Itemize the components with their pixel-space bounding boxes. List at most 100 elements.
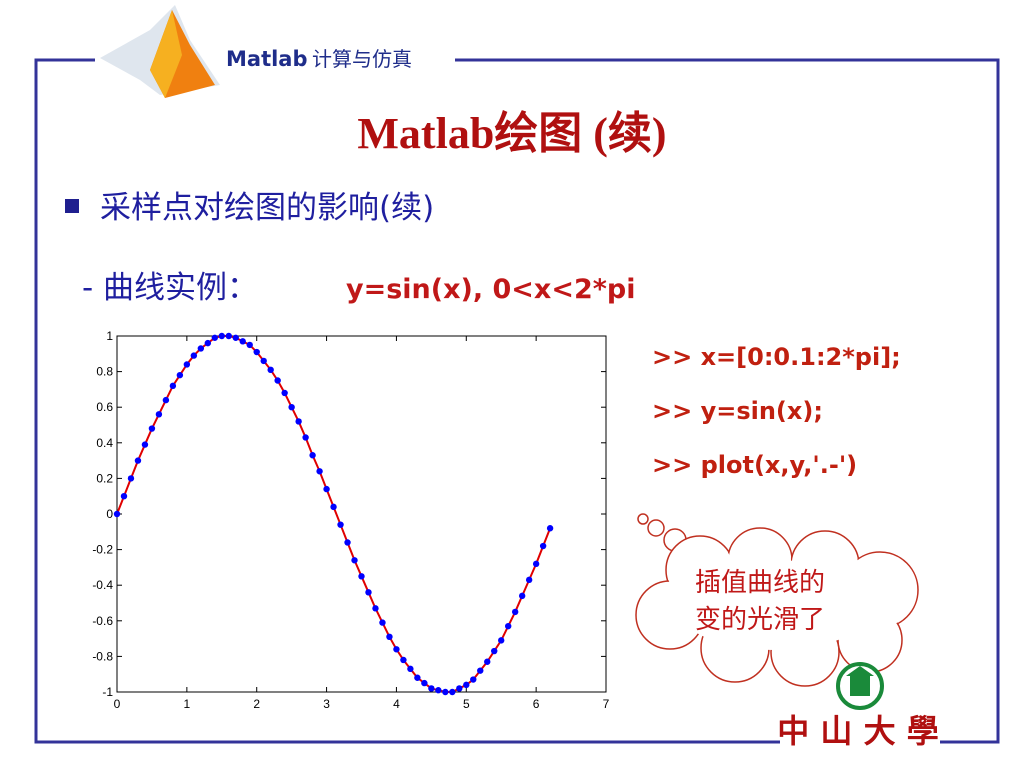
data-point — [435, 687, 442, 694]
x-tick-label: 7 — [603, 697, 610, 711]
data-point — [344, 539, 351, 546]
data-point — [546, 525, 554, 532]
header-subject: 计算与仿真 — [312, 47, 412, 71]
data-point — [386, 633, 393, 641]
data-point — [169, 382, 177, 390]
data-point — [379, 619, 386, 626]
data-point — [484, 658, 491, 665]
data-point — [190, 352, 198, 359]
data-point — [134, 457, 142, 464]
bullet-text: 采样点对绘图的影响(续) — [100, 190, 434, 226]
data-point — [400, 656, 407, 664]
y-tick-label: 0.6 — [96, 400, 113, 414]
data-point — [442, 688, 449, 696]
data-point — [525, 576, 533, 584]
data-point — [246, 341, 253, 349]
y-tick-label: -0.8 — [92, 649, 113, 663]
data-point — [295, 418, 302, 425]
data-point — [316, 468, 323, 475]
x-tick-label: 6 — [533, 697, 540, 711]
data-point — [470, 676, 477, 683]
data-point — [428, 685, 435, 692]
x-tick-label: 4 — [393, 697, 400, 711]
y-tick-label: -0.6 — [92, 614, 113, 628]
y-tick-label: -0.2 — [92, 543, 113, 557]
university-emblem — [836, 662, 884, 710]
data-point — [288, 404, 295, 411]
callout-cloud — [635, 513, 919, 687]
plot-area — [116, 335, 607, 693]
data-point — [477, 667, 484, 674]
data-point — [511, 608, 519, 616]
data-point — [407, 665, 414, 673]
data-point — [302, 434, 309, 441]
data-point — [323, 485, 330, 493]
y-tick-label: 0.2 — [96, 471, 113, 485]
data-point — [491, 647, 498, 655]
y-tick-label: 0.4 — [96, 436, 113, 450]
data-point — [351, 557, 358, 564]
y-tick-label: 0 — [106, 507, 113, 521]
data-point — [358, 573, 365, 580]
data-point — [141, 441, 149, 448]
data-point — [414, 674, 421, 681]
data-point — [225, 332, 232, 340]
callout-text: 插值曲线的 — [695, 568, 825, 598]
data-point — [267, 366, 274, 374]
data-point — [518, 592, 526, 600]
header-brand: Matlab — [226, 47, 308, 71]
data-point — [309, 452, 316, 459]
data-point — [155, 411, 163, 418]
x-tick-label: 0 — [114, 697, 121, 711]
data-point — [239, 338, 246, 345]
y-tick-label: 0.8 — [96, 365, 113, 379]
matlab-logo — [100, 5, 220, 98]
data-point — [372, 605, 379, 612]
data-point — [218, 332, 225, 340]
data-point — [421, 679, 428, 687]
data-point — [393, 646, 400, 653]
data-point — [148, 425, 156, 432]
data-point — [498, 637, 505, 644]
code-line: >> y=sin(x); — [652, 397, 823, 425]
data-point — [463, 681, 470, 689]
example-formula: y=sin(x), 0<x<2*pi — [346, 274, 635, 305]
data-point — [183, 361, 191, 368]
data-point — [337, 521, 344, 528]
x-tick-label: 3 — [323, 697, 330, 711]
example-prefix: - 曲线实例： — [82, 270, 258, 306]
x-tick-label: 1 — [184, 697, 191, 711]
data-point — [532, 560, 540, 568]
data-point — [456, 685, 463, 692]
chart: -1 -0.8 -0.6 -0.4 -0.2 0 0.2 0.4 0.6 0.8 1 0 1 2 3 4 5 6 7 — [92, 329, 609, 711]
data-point — [162, 396, 170, 404]
data-point — [274, 377, 281, 384]
x-tick-label: 2 — [253, 697, 260, 711]
data-point — [505, 622, 512, 630]
bullet-square — [65, 199, 79, 213]
data-point — [197, 345, 205, 352]
code-line: >> plot(x,y,'.-') — [652, 451, 857, 479]
code-line: >> x=[0:0.1:2*pi]; — [652, 343, 901, 371]
data-point — [449, 688, 456, 696]
university-logo: 中 山 大 學 — [777, 712, 938, 750]
y-tick-label: -1 — [102, 685, 113, 699]
data-point — [539, 542, 547, 550]
data-point — [330, 503, 337, 511]
y-tick-label: 1 — [106, 329, 113, 343]
slide-title: Matlab绘图 (续) — [357, 109, 666, 158]
data-point — [260, 357, 267, 365]
data-point — [204, 339, 212, 347]
callout-text: 变的光滑了 — [695, 605, 825, 635]
data-point — [127, 475, 135, 482]
x-tick-label: 5 — [463, 697, 470, 711]
data-point — [211, 334, 218, 341]
data-point — [281, 389, 288, 397]
data-point — [176, 371, 184, 379]
data-point — [253, 348, 260, 356]
data-point — [113, 510, 121, 518]
data-point — [232, 334, 239, 341]
data-point — [365, 589, 372, 596]
y-tick-label: -0.4 — [92, 578, 113, 592]
